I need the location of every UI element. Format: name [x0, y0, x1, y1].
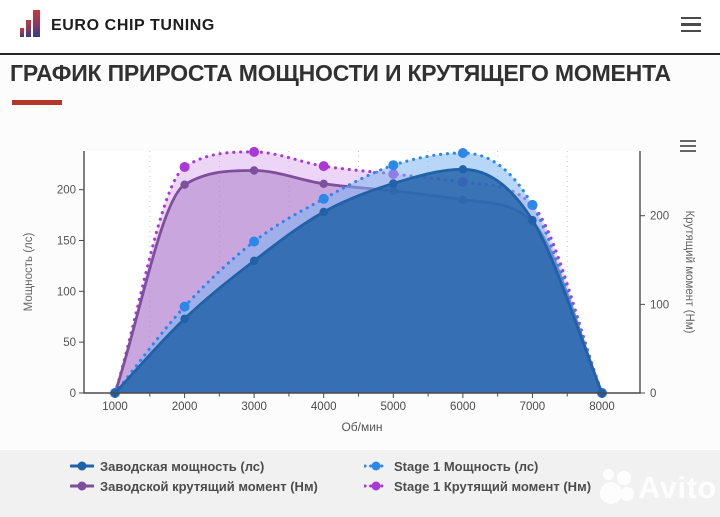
avito-logo-circle [620, 487, 634, 501]
legend-item-stock-torque[interactable]: Заводской крутящий момент (Нм) [70, 478, 318, 494]
svg-text:200: 200 [57, 185, 76, 197]
legend-item-stage1-torque[interactable]: Stage 1 Крутящий момент (Нм) [364, 478, 592, 494]
svg-text:1000: 1000 [102, 401, 128, 413]
svg-text:6000: 6000 [450, 401, 476, 413]
legend-item-stage1-power[interactable]: Stage 1 Мощность (лс) [364, 458, 539, 474]
avito-logo-circle [603, 469, 614, 480]
svg-text:8000: 8000 [589, 401, 615, 413]
svg-text:2000: 2000 [172, 401, 198, 413]
avito-logo-circle [617, 471, 631, 485]
svg-text:100: 100 [650, 299, 669, 311]
legend-marker-stage1-power [364, 461, 388, 471]
avito-logo-circle [600, 482, 622, 504]
bar-chart-logo-icon [19, 9, 43, 39]
legend-label: Заводская мощность (лс) [100, 458, 265, 474]
brand-name: EURO CHIP TUNING [51, 17, 215, 34]
title-accent-bar [12, 100, 62, 105]
svg-text:200: 200 [650, 211, 669, 223]
menu-icon[interactable] [681, 17, 701, 34]
legend-label: Stage 1 Мощность (лс) [394, 458, 539, 474]
svg-text:7000: 7000 [520, 401, 546, 413]
legend-marker-stock-power [70, 461, 94, 471]
site-header: EURO CHIP TUNING [0, 0, 720, 55]
svg-text:Крутящий момент (Нм): Крутящий момент (Нм) [683, 210, 695, 333]
svg-text:Об/мин: Об/мин [341, 420, 382, 434]
legend-label: Заводской крутящий момент (Нм) [100, 478, 318, 494]
svg-text:5000: 5000 [380, 401, 406, 413]
svg-text:4000: 4000 [311, 401, 337, 413]
svg-text:50: 50 [63, 337, 76, 349]
legend-item-stock-power[interactable]: Заводская мощность (лс) [70, 458, 265, 474]
svg-text:3000: 3000 [241, 401, 267, 413]
legend-marker-stock-torque [70, 481, 94, 491]
svg-text:Мощность (лс): Мощность (лс) [23, 233, 35, 312]
avito-watermark-text: Avito [638, 470, 717, 505]
svg-text:0: 0 [70, 388, 76, 400]
legend-marker-stage1-torque [364, 481, 388, 491]
legend-label: Stage 1 Крутящий момент (Нм) [394, 478, 592, 494]
svg-text:100: 100 [57, 286, 76, 298]
svg-text:0: 0 [650, 388, 656, 400]
page-title: ГРАФИК ПРИРОСТА МОЩНОСТИ И КРУТЯЩЕГО МОМ… [10, 60, 671, 86]
chart-context-menu-icon[interactable] [679, 140, 697, 155]
svg-text:150: 150 [57, 235, 76, 247]
avito-watermark: Avito [600, 468, 716, 512]
brand-logo: EURO CHIP TUNING [19, 9, 215, 39]
